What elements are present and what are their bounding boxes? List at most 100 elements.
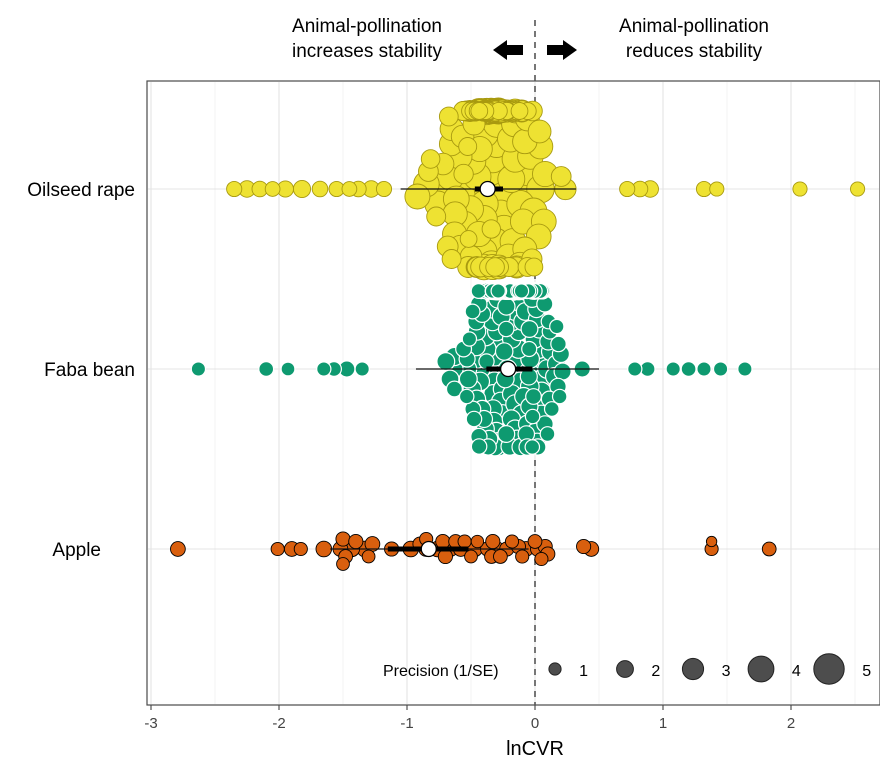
data-point xyxy=(436,352,456,372)
data-point xyxy=(354,361,370,377)
mean-estimate xyxy=(479,180,496,198)
legend-size-swatch xyxy=(747,655,775,683)
data-point xyxy=(543,401,560,417)
legend-size-swatch xyxy=(548,662,562,676)
data-point xyxy=(470,438,488,455)
x-tick-label: -2 xyxy=(272,715,285,732)
data-point xyxy=(485,257,505,277)
data-point xyxy=(335,531,351,547)
data-point xyxy=(619,180,636,198)
legend-size-label: 5 xyxy=(862,663,871,680)
x-axis: -3 -2 -1 0 1 2 xyxy=(144,705,795,732)
data-point xyxy=(264,181,281,197)
right-annotation-line2: reduces stability xyxy=(626,41,763,62)
data-point xyxy=(497,425,516,444)
data-point xyxy=(311,180,329,198)
legend-size-swatch xyxy=(681,657,705,681)
data-point xyxy=(515,549,530,564)
right-annotation-line1: Animal-pollination xyxy=(619,16,769,37)
data-point xyxy=(550,335,567,353)
category-label-apple: Apple xyxy=(52,540,101,561)
data-point xyxy=(497,297,516,316)
data-point xyxy=(534,551,549,567)
data-point xyxy=(258,361,275,378)
legend-size-label: 4 xyxy=(792,663,801,680)
data-point xyxy=(493,549,508,564)
legend-size-label: 1 xyxy=(579,663,588,680)
data-point xyxy=(490,283,506,299)
data-point xyxy=(375,180,393,198)
data-point xyxy=(361,549,376,564)
data-point xyxy=(527,534,543,549)
legend-size-swatch xyxy=(616,660,634,678)
mean-estimate xyxy=(499,360,517,378)
data-point xyxy=(226,180,243,198)
left-arrow-icon xyxy=(493,40,523,60)
data-point xyxy=(525,388,542,405)
data-point xyxy=(550,166,572,187)
data-point xyxy=(527,119,552,144)
data-point xyxy=(761,541,777,557)
data-point xyxy=(459,230,478,248)
estimates-layer xyxy=(330,180,599,558)
data-point xyxy=(705,535,718,548)
data-point xyxy=(420,149,441,169)
legend-title: Precision (1/SE) xyxy=(383,663,499,680)
x-tick-label: 1 xyxy=(659,715,667,732)
x-tick-label: 2 xyxy=(787,715,795,732)
data-point xyxy=(470,534,485,549)
data-point xyxy=(280,361,296,377)
data-point xyxy=(470,102,489,120)
data-point xyxy=(464,303,481,320)
x-axis-label: lnCVR xyxy=(506,738,564,760)
data-point xyxy=(348,533,364,550)
data-point xyxy=(504,534,520,549)
x-tick-label: 0 xyxy=(531,715,539,732)
data-point xyxy=(850,181,866,197)
data-point xyxy=(470,283,487,300)
left-annotation-line2: increases stability xyxy=(292,41,442,62)
data-point xyxy=(341,181,358,197)
data-point xyxy=(665,361,681,377)
data-point xyxy=(170,541,186,557)
data-point xyxy=(336,557,350,571)
data-point xyxy=(549,318,565,335)
data-point xyxy=(404,183,431,210)
data-point xyxy=(524,257,544,277)
data-point xyxy=(709,181,725,197)
data-point xyxy=(524,439,541,455)
data-point xyxy=(270,541,285,557)
data-point xyxy=(458,137,478,156)
data-point xyxy=(627,361,643,377)
data-point xyxy=(458,388,475,405)
data-point xyxy=(696,361,712,377)
data-point xyxy=(293,541,308,557)
data-point xyxy=(461,331,478,347)
data-point xyxy=(292,179,312,199)
data-point xyxy=(316,361,332,377)
data-point xyxy=(457,534,472,549)
legend-size-swatch xyxy=(813,653,845,685)
data-point xyxy=(464,549,478,564)
data-point xyxy=(190,361,207,377)
right-arrow-icon xyxy=(547,40,577,60)
data-point xyxy=(524,408,541,425)
x-tick-label: -3 xyxy=(144,715,157,732)
category-label-oilseed-rape: Oilseed rape xyxy=(27,180,135,201)
data-point xyxy=(445,380,463,398)
data-point xyxy=(485,533,501,550)
data-point xyxy=(438,106,459,127)
data-point xyxy=(441,249,462,269)
legend: Precision (1/SE) 1 2 3 4 5 xyxy=(383,653,871,685)
data-point xyxy=(437,548,453,565)
data-point xyxy=(737,361,753,377)
left-annotation-line1: Animal-pollination xyxy=(292,16,442,37)
data-point xyxy=(551,388,568,405)
data-point xyxy=(712,361,729,377)
data-point xyxy=(481,219,501,239)
data-point xyxy=(792,181,808,197)
data-point xyxy=(680,361,697,378)
data-point xyxy=(315,540,333,558)
data-point xyxy=(539,426,556,442)
